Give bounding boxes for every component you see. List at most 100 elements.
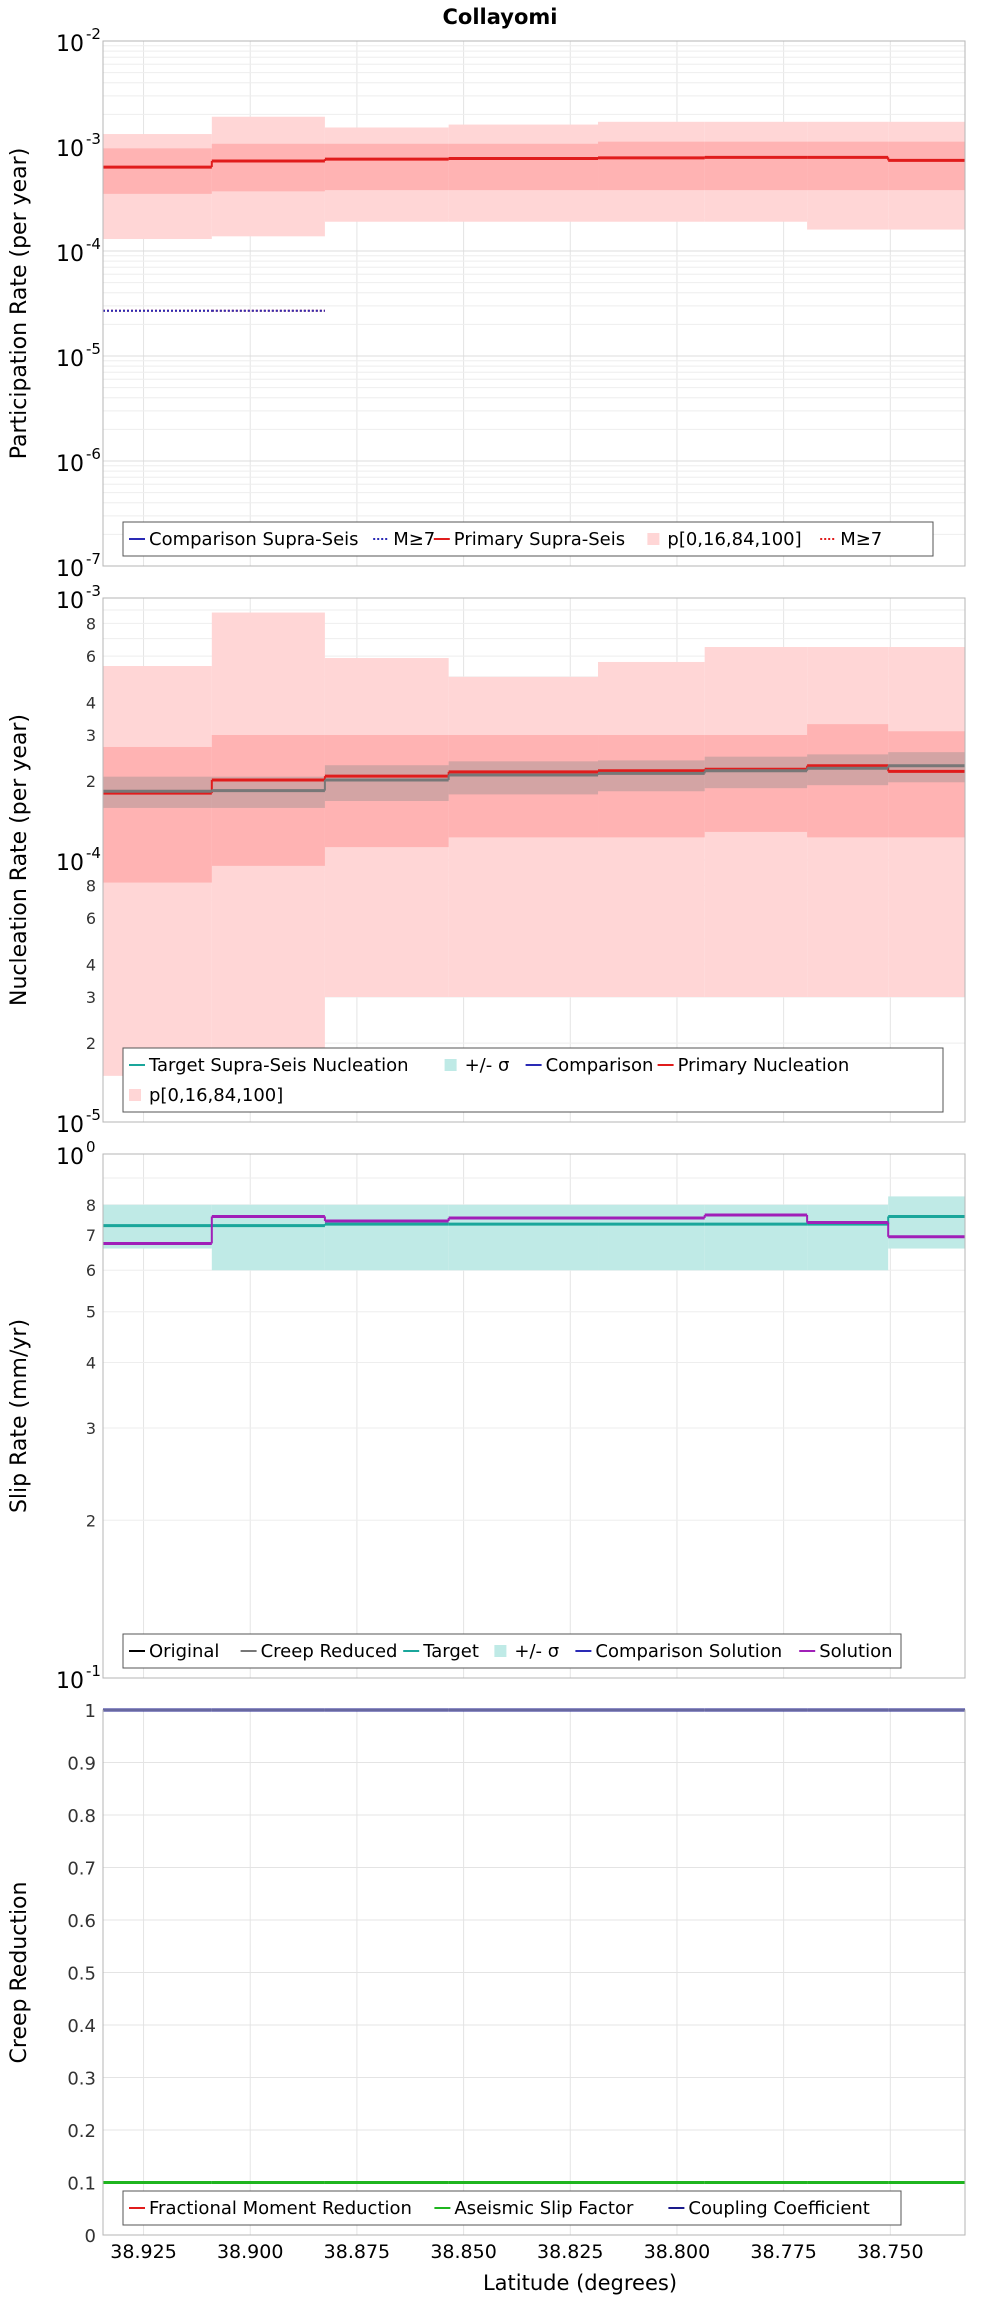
y-tick-label: 6	[86, 647, 96, 666]
legend-box	[122, 521, 934, 557]
chart-panel-4: 0 0.1 0.2 0.3 0.4 0.5 0.6 0.7 0.8 0.9 1 Creep Reduc…	[7, 1701, 966, 2247]
band-segment-inner	[103, 148, 212, 194]
legend-label: Comparison	[546, 1055, 654, 1076]
legend: Original Creep Reduced Target +/- σ Comparis…	[122, 1633, 902, 1669]
y-axis-label: Slip Rate (mm/yr)	[7, 1319, 32, 1513]
y-tick-label: 0.4	[67, 2016, 96, 2037]
y-tick-label: 6	[86, 1261, 96, 1280]
y-tick-exponent: -1	[86, 1662, 101, 1680]
y-tick-exponent: -3	[86, 582, 101, 600]
band-segment-inner	[598, 734, 705, 838]
legend-label: Primary Supra-Seis	[454, 529, 625, 550]
band-segment-gray	[598, 760, 705, 792]
y-tick-label: 6	[86, 909, 96, 928]
y-tick-label: 3	[86, 726, 96, 745]
band-segment-inner	[448, 734, 599, 838]
legend-label: p[0,16,84,100]	[149, 1085, 283, 1106]
y-tick-label: 3	[86, 1419, 96, 1438]
y-tick-label: 4	[86, 693, 96, 712]
legend-label: Target Supra-Seis Nucleation	[148, 1055, 409, 1076]
legend: Comparison Supra-Seis M≥7 Primary Supra-Se…	[122, 521, 934, 557]
y-axis-label: Participation Rate (per year)	[7, 148, 32, 460]
band-segment-target	[448, 1204, 599, 1271]
y-tick-label: 3	[86, 988, 96, 1007]
y-tick-label: 0.7	[67, 1859, 96, 1880]
band-segment-gray	[211, 776, 325, 808]
band-segment-inner	[448, 143, 599, 191]
y-tick-label: 8	[86, 876, 96, 895]
legend-label: +/- σ	[465, 1055, 510, 1076]
y-tick-label: 10	[56, 557, 84, 582]
y-tick-label: 0.1	[67, 2174, 96, 2195]
x-tick-label: 38.925	[110, 2241, 176, 2263]
y-tick-label: 1	[85, 1701, 96, 1722]
y-tick-label: 2	[86, 772, 96, 791]
y-tick-label: 2	[86, 1034, 96, 1053]
y-tick-exponent: -5	[86, 340, 101, 358]
band-segment-inner	[324, 734, 449, 848]
plot-frame	[102, 1709, 966, 2236]
legend-swatch	[444, 1059, 457, 1071]
x-tick-label: 38.825	[537, 2241, 603, 2263]
legend: Target Supra-Seis Nucleation +/- σ Compari…	[122, 1047, 944, 1113]
y-tick-label: 0.6	[67, 1911, 96, 1932]
legend-swatch	[129, 1089, 141, 1101]
y-tick-label: 10	[56, 589, 84, 614]
y-tick-label: 7	[86, 1226, 96, 1245]
band-segment-inner	[807, 141, 889, 191]
band-segment-inner	[704, 734, 808, 832]
band-segment-inner	[888, 141, 965, 191]
plot-frame	[102, 40, 966, 567]
band-segment-inner	[704, 141, 808, 191]
legend-box	[122, 1633, 902, 1669]
x-tick-label: 38.775	[750, 2241, 816, 2263]
band-segment-target	[598, 1204, 705, 1271]
legend-label: Solution	[819, 1641, 892, 1662]
legend-swatch	[494, 1645, 507, 1657]
y-tick-exponent: 0	[86, 1138, 96, 1156]
band-segment-target	[807, 1204, 889, 1271]
y-tick-label: 10	[56, 347, 84, 372]
y-tick-label: 10	[56, 851, 84, 876]
y-tick-label: 8	[86, 614, 96, 633]
y-tick-exponent: -7	[86, 550, 101, 568]
y-tick-label: 5	[86, 1303, 96, 1322]
band-segment-gray	[448, 761, 599, 795]
y-tick-exponent: -5	[86, 1106, 101, 1124]
y-axis-label: Nucleation Rate (per year)	[7, 714, 32, 1006]
x-tick-label: 38.875	[324, 2241, 390, 2263]
y-tick-label: 4	[86, 955, 96, 974]
y-tick-label: 0.5	[67, 1964, 96, 1985]
legend: Fractional Moment Reduction Aseismic Slip…	[122, 2190, 902, 2226]
legend-label: Comparison Solution	[595, 1641, 782, 1662]
plot-frame	[102, 1153, 966, 1679]
band-segment-inner	[103, 746, 212, 883]
band-segment-target	[888, 1196, 965, 1249]
x-tick-label: 38.900	[217, 2241, 283, 2263]
legend-label: Aseismic Slip Factor	[454, 2198, 634, 2219]
legend-label: p[0,16,84,100]	[667, 529, 801, 550]
y-tick-label: 0.8	[67, 1806, 96, 1827]
x-tick-label: 38.850	[430, 2241, 496, 2263]
band-segment-inner	[807, 724, 889, 838]
band-segment-gray	[807, 754, 889, 786]
y-tick-exponent: -2	[86, 25, 101, 43]
y-tick-label: 8	[86, 1196, 96, 1215]
y-tick-label: 0.9	[67, 1754, 96, 1775]
y-axis-label: Creep Reduction	[7, 1882, 32, 2064]
band-segment-inner	[324, 143, 449, 191]
y-tick-label: 10	[56, 1113, 84, 1138]
legend-label: Original	[149, 1641, 219, 1662]
y-tick-label: 10	[56, 452, 84, 477]
band-segment-target	[211, 1204, 325, 1271]
legend-box	[122, 2190, 902, 2226]
y-tick-label: 0	[85, 2226, 96, 2247]
y-tick-exponent: -4	[86, 235, 101, 253]
plot-frame	[102, 597, 966, 1123]
legend-label: Fractional Moment Reduction	[149, 2198, 412, 2219]
legend-label: M≥7	[840, 529, 882, 550]
